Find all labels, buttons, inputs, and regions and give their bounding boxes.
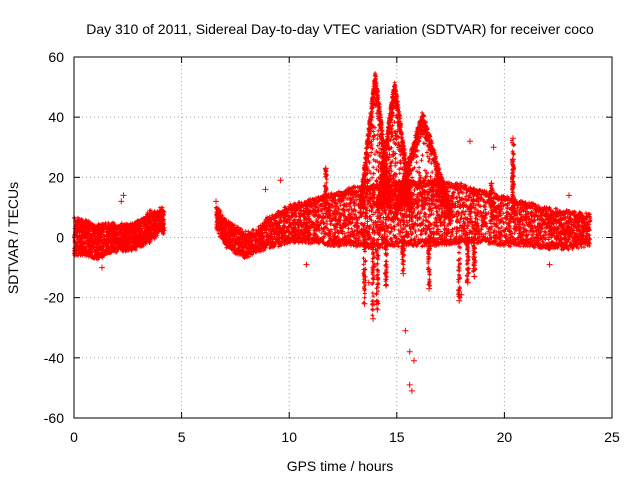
data-point — [104, 238, 109, 243]
data-point — [79, 228, 84, 233]
x-tick-label: 15 — [389, 429, 405, 445]
data-point — [93, 231, 97, 236]
data-point — [155, 217, 160, 222]
data-point — [83, 232, 88, 236]
data-point — [147, 230, 152, 235]
data-point — [142, 222, 147, 226]
y-tick-label: -60 — [44, 410, 64, 426]
data-point — [355, 197, 359, 202]
data-point — [349, 226, 354, 231]
data-point — [77, 238, 82, 243]
data-point — [123, 234, 128, 239]
data-point — [105, 245, 110, 250]
data-point — [137, 234, 142, 239]
data-point — [319, 231, 324, 236]
data-point — [107, 229, 112, 233]
data-point — [483, 231, 488, 236]
x-tick-label: 5 — [178, 429, 186, 445]
data-point — [94, 244, 99, 249]
data-point — [72, 236, 77, 241]
chart-title: Day 310 of 2011, Sidereal Day-to-day VTE… — [86, 21, 594, 37]
x-tick-label: 10 — [281, 429, 297, 445]
y-tick-label: -20 — [44, 290, 64, 306]
data-point — [124, 230, 129, 235]
data-point — [91, 241, 96, 246]
data-point — [99, 230, 104, 235]
data-point — [87, 241, 91, 246]
data-point — [127, 240, 132, 245]
data-point — [131, 237, 136, 242]
data-point — [159, 218, 164, 223]
data-point — [100, 232, 105, 237]
data-point — [75, 242, 80, 247]
data-point — [94, 242, 99, 246]
data-point — [116, 239, 121, 244]
data-point — [74, 230, 79, 235]
data-point — [150, 228, 155, 233]
data-point — [90, 227, 95, 232]
data-point — [122, 232, 127, 237]
data-point — [115, 235, 120, 240]
data-point — [454, 229, 459, 234]
data-point — [90, 234, 95, 239]
data-point — [104, 230, 109, 235]
data-point — [140, 233, 144, 238]
data-point — [106, 240, 111, 245]
data-point — [93, 238, 98, 243]
x-tick-label: 25 — [604, 429, 620, 445]
data-point — [96, 248, 101, 253]
y-tick-label: -40 — [44, 350, 64, 366]
data-point — [149, 223, 154, 227]
data-point — [133, 232, 138, 237]
data-point — [87, 229, 92, 233]
data-point — [102, 227, 106, 232]
data-point — [321, 211, 325, 216]
data-point — [145, 226, 150, 231]
data-point — [122, 240, 127, 245]
x-tick-label: 0 — [70, 429, 78, 445]
y-tick-label: 0 — [56, 230, 64, 246]
data-point — [148, 220, 153, 225]
data-point — [75, 226, 80, 231]
data-point — [128, 230, 133, 235]
data-point — [119, 235, 123, 240]
ticks: -60 -40 -20 0 20 40 60 0 5 10 15 20 25 — [44, 49, 620, 445]
data-point — [155, 223, 160, 228]
data-point — [119, 241, 124, 246]
data-point — [102, 240, 107, 245]
y-tick-label: 60 — [48, 49, 64, 65]
data-point — [82, 235, 87, 240]
data-point — [114, 230, 119, 235]
data-point — [160, 221, 165, 226]
data-point — [85, 244, 90, 249]
data-point — [119, 227, 124, 232]
data-point — [99, 234, 104, 239]
y-tick-label: 40 — [48, 109, 64, 125]
data-point — [108, 234, 113, 239]
data-point — [95, 248, 100, 253]
data-point — [98, 245, 103, 250]
data-point — [83, 239, 88, 244]
data-point — [157, 216, 162, 220]
data-point — [137, 239, 142, 244]
y-tick-label: 20 — [48, 169, 64, 185]
data-point — [105, 243, 110, 248]
data-point — [91, 246, 96, 250]
data-point — [142, 233, 147, 238]
data-point — [79, 236, 84, 241]
x-tick-label: 20 — [497, 429, 513, 445]
data-point — [97, 238, 102, 243]
data-point — [99, 239, 104, 244]
data-points — [72, 71, 593, 394]
